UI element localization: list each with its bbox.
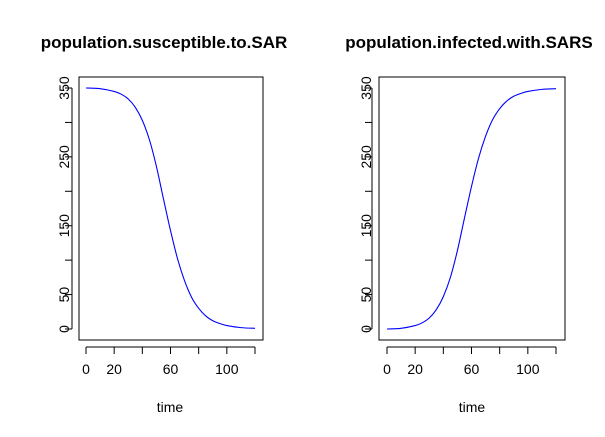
x-tick-label: 0 xyxy=(383,361,391,377)
x-axis-title: time xyxy=(459,399,486,415)
y-axis: 0 50 150 250 350 xyxy=(56,76,73,333)
y-tick-label: 350 xyxy=(358,76,374,100)
chart-title: population.infected.with.SARS xyxy=(345,33,592,52)
series-group xyxy=(386,88,557,330)
x-tick-label: 20 xyxy=(106,361,122,377)
y-tick-label: 250 xyxy=(56,145,72,169)
x-tick-label: 60 xyxy=(464,361,480,377)
plot-box xyxy=(378,76,566,341)
y-axis: 0 50 150 250 350 xyxy=(358,76,374,333)
x-tick-label: 0 xyxy=(82,361,90,377)
series-group xyxy=(85,87,256,329)
x-tick-label: 20 xyxy=(407,361,423,377)
y-tick-label: 150 xyxy=(56,214,72,238)
y-tick-label: 50 xyxy=(56,287,72,303)
x-axis: 0 20 60 100 xyxy=(82,346,256,377)
series-line xyxy=(386,88,557,330)
y-tick-label: 350 xyxy=(56,76,72,100)
y-tick-label: 0 xyxy=(56,325,72,333)
x-axis-title: time xyxy=(157,399,184,415)
x-tick-label: 100 xyxy=(215,361,239,377)
x-tick-label: 60 xyxy=(163,361,179,377)
chart-title: population.susceptible.to.SAR xyxy=(41,33,288,52)
plot-box xyxy=(78,76,264,341)
chart-panel-susceptible: population.susceptible.to.SAR 0 20 60 100 0… xyxy=(41,33,288,415)
chart-panel-infected: population.infected.with.SARS 0 20 60 100 0… xyxy=(345,33,592,415)
x-axis: 0 20 60 100 xyxy=(383,346,557,377)
series-line xyxy=(85,87,256,329)
y-tick-label: 50 xyxy=(358,287,374,303)
y-tick-label: 150 xyxy=(358,214,374,238)
y-tick-label: 0 xyxy=(358,325,374,333)
x-tick-label: 100 xyxy=(516,361,540,377)
y-tick-label: 250 xyxy=(358,145,374,169)
